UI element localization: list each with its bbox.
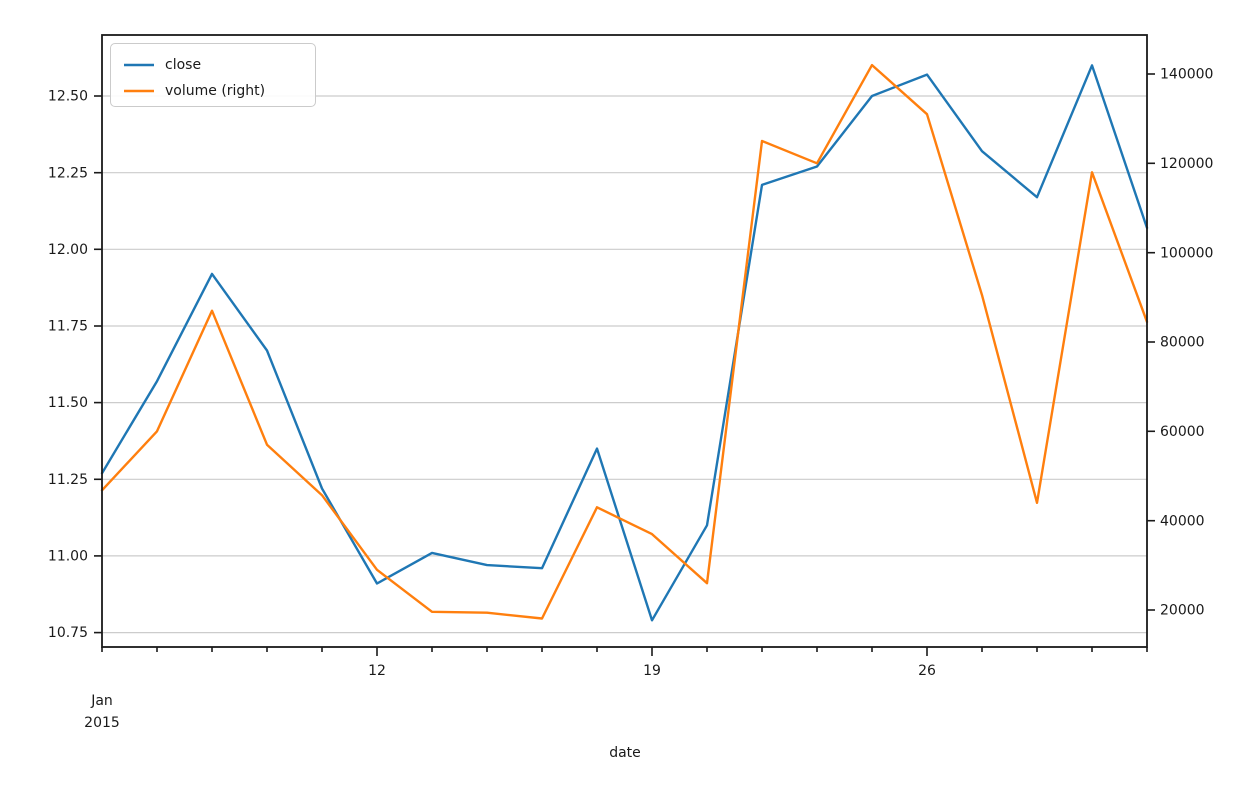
- legend-entry-close: close: [123, 52, 315, 78]
- left-tick-label: 11.75: [48, 319, 88, 335]
- right-tick-label: 100000: [1160, 245, 1213, 261]
- left-tick-label: 12.50: [48, 89, 88, 105]
- legend-entry-volume: volume (right): [123, 78, 315, 104]
- left-tick-label: 11.25: [48, 472, 88, 488]
- x-axis: 12 19 26: [101, 647, 1148, 679]
- right-axis: 140000 120000 100000 80000 60000 40000 20000: [1147, 67, 1213, 619]
- right-tick-label: 120000: [1160, 156, 1213, 172]
- x-axis-offset-text: Jan 2015: [83, 690, 121, 734]
- left-tick-label: 10.75: [48, 625, 88, 641]
- right-tick-label: 140000: [1160, 67, 1213, 83]
- legend: close volume (right): [110, 43, 316, 107]
- series-line-close: [100, 64, 1149, 622]
- left-tick-label: 12.25: [48, 165, 88, 181]
- axes-spines: [101, 34, 1148, 648]
- left-tick-label: 11.50: [48, 395, 88, 411]
- offset-year: 2015: [84, 715, 120, 731]
- x-tick-label: 19: [643, 663, 661, 679]
- right-tick-label: 80000: [1160, 335, 1205, 351]
- left-tick-label: 12.00: [48, 242, 88, 258]
- legend-swatch-volume-line: [124, 89, 154, 93]
- left-axis: 12.50 12.25 12.00 11.75 11.50 11.25 11.00 10.75: [48, 89, 102, 641]
- gridlines: [102, 95, 1147, 634]
- x-tick-label: 26: [918, 663, 936, 679]
- left-tick-label: 11.00: [48, 549, 88, 565]
- legend-label-volume: volume (right): [165, 83, 266, 99]
- series-line-volume: [100, 63, 1149, 620]
- right-tick-label: 20000: [1160, 603, 1205, 619]
- legend-swatch-close-line: [124, 63, 154, 67]
- legend-label-close: close: [165, 57, 202, 73]
- right-tick-label: 40000: [1160, 513, 1205, 529]
- right-tick-label: 60000: [1160, 424, 1205, 440]
- offset-month: Jan: [91, 693, 113, 709]
- x-axis-title: date: [609, 745, 641, 761]
- x-tick-label: 12: [368, 663, 386, 679]
